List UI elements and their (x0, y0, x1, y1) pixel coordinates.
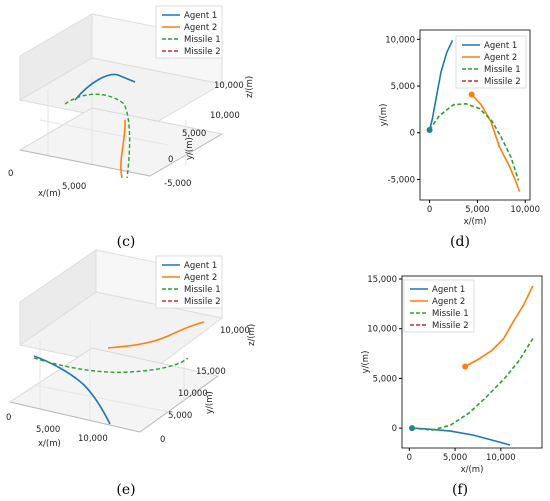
panel-d-legend-label: Missile 1 (484, 65, 521, 75)
panel-c-3d-axes: 0 5,000 x/(m) -5,000 0 5,000 10,000 y/(m… (8, 5, 255, 199)
panel-e-letter: (e) (116, 482, 135, 498)
panel-e-y-axis-line (139, 375, 219, 433)
panel-c-ytick: 5,000 (182, 129, 206, 139)
panel-e-zlabel: z/(m) (247, 324, 257, 346)
panel-e-xlabel: x/(m) (38, 439, 61, 449)
panel-f-legend-label: Agent 2 (432, 297, 465, 307)
panel-f-xtick-label: 0 (407, 453, 412, 463)
panel-d-legend-label: Agent 2 (484, 53, 517, 63)
panel-f-ytick-label: 5,000 (373, 374, 397, 384)
panel-d-plot: 0 5,000 10,000 10,000 5,000 0 -5,000 x/(m) y/(m)… (379, 29, 540, 227)
panel-c-legend-label: Agent 1 (184, 11, 217, 21)
panel-d-ylabel: y/(m) (379, 104, 389, 127)
panel-e-missile1-line (33, 357, 189, 374)
panel-e-ytick: 15,000 (196, 367, 226, 377)
panel-e-xtick: 0 (6, 413, 11, 423)
panel-f-legend-label: Missile 2 (432, 321, 469, 331)
panel-e-ytick: 0 (160, 435, 165, 445)
panel-e-xtick: 5,000 (36, 425, 60, 435)
panel-f-xtick-label: 10,000 (486, 453, 516, 463)
panel-d-series-line (471, 93, 521, 192)
panel-e-agent2-line (107, 321, 205, 349)
panel-f-ytick-label: 0 (392, 424, 397, 434)
panel-f-legend-label: Missile 1 (432, 309, 469, 319)
panel-d-series-line (428, 102, 520, 181)
panel-f-xlabel: x/(m) (461, 465, 484, 475)
panel-e-side-plane (19, 249, 97, 346)
panel-c-side-plane (19, 13, 93, 101)
panel-c-legend: Agent 1 Agent 2 Missile 1 Missile 2 (155, 5, 223, 59)
panel-e-legend: Agent 1 Agent 2 Missile 1 Missile 2 (155, 255, 223, 309)
panel-c-agent2-line (120, 119, 126, 179)
panel-d-letter: (d) (450, 234, 470, 250)
panel-c-ytick: -5,000 (164, 179, 191, 189)
panel-f-plot: 0 5,000 10,000 15,000 10,000 5,000 0 x/(m) y/(m)… (361, 275, 543, 475)
panel-f-legend-label: Agent 1 (432, 285, 465, 295)
panel-c-agent1-line (74, 73, 136, 101)
panel-e-3d-axes: 0 5,000 10,000 x/(m) 0 5,000 10,000 15,0… (6, 249, 257, 449)
panel-e-ztick: 10,000 (220, 326, 250, 336)
panel-f-ytick-label: 15,000 (367, 275, 397, 285)
panel-d-legend-label: Agent 1 (484, 41, 517, 51)
panel-e-legend-label: Agent 1 (184, 261, 217, 271)
panel-f-start-marker (409, 425, 416, 432)
panel-d-start-marker (468, 91, 475, 98)
panel-e-ylabel: y/(m) (205, 391, 215, 414)
panel-c-xtick: 0 (8, 169, 13, 179)
panel-e-x-axis-line (9, 401, 141, 433)
panel-e-ytick: 5,000 (168, 411, 192, 421)
panel-f-letter: (f) (452, 482, 468, 498)
panel-c-ytick: 0 (168, 155, 173, 165)
panel-d-xtick-label: 5,000 (465, 205, 489, 215)
panel-c-legend-label: Missile 2 (184, 47, 221, 57)
panel-f-series-line (464, 285, 534, 368)
panel-f-series-line (412, 338, 534, 431)
panel-e-ytick: 10,000 (178, 389, 208, 399)
panel-f-start-marker (462, 363, 469, 370)
panel-e-legend-label: Missile 1 (184, 285, 221, 295)
panel-e-legend-label: Missile 2 (184, 297, 221, 307)
panel-d-ytick-label: -5,000 (388, 175, 415, 185)
panel-c-ztick: 10,000 (214, 81, 244, 91)
panel-f-xtick-label: 5,000 (443, 453, 467, 463)
panel-d-series-line (428, 39, 454, 131)
panel-c-xtick: 5,000 (62, 182, 86, 192)
panel-d-ytick-label: 0 (410, 129, 415, 139)
panel-d-ytick-label: 10,000 (385, 35, 415, 45)
panel-f-ytick-label: 10,000 (367, 325, 397, 335)
panel-c-legend-label: Agent 2 (184, 23, 217, 33)
panel-c-ytick: 10,000 (210, 111, 240, 121)
panel-d-ytick-label: 5,000 (391, 82, 415, 92)
panel-c-missile1-line (64, 93, 131, 179)
panel-c-ylabel: y/(m) (185, 137, 195, 160)
panel-d-xlabel: x/(m) (464, 217, 487, 227)
panel-d-xtick-label: 10,000 (510, 205, 540, 215)
panel-e-legend-label: Agent 2 (184, 273, 217, 283)
panel-d-legend-label: Missile 2 (484, 77, 521, 87)
panel-f-ylabel: y/(m) (361, 351, 371, 374)
panel-c-zlabel: z/(m) (245, 76, 255, 98)
panel-f-series-line (412, 427, 511, 446)
panel-c-letter: (c) (117, 234, 136, 250)
panel-c-xlabel: x/(m) (38, 189, 61, 199)
panel-d-xtick-label: 0 (427, 205, 432, 215)
panel-c-legend-label: Missile 1 (184, 35, 221, 45)
panel-e-xtick: 10,000 (78, 434, 108, 444)
